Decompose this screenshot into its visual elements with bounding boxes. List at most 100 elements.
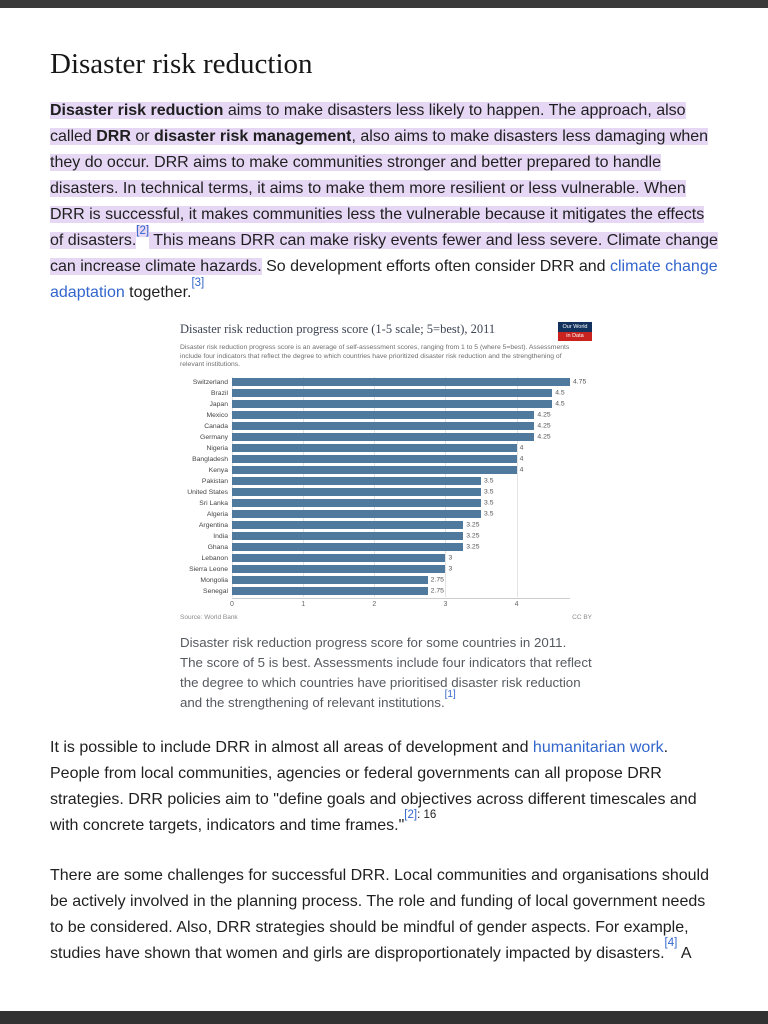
chart-figure: Disaster risk reduction progress score (… xyxy=(180,322,592,621)
axis-tick-label: 0 xyxy=(230,600,234,608)
reference-1: [1] xyxy=(445,689,456,700)
bar xyxy=(232,543,464,551)
chart-source: Source: World Bank xyxy=(180,613,238,621)
bar xyxy=(232,422,535,430)
axis-tick-label: 1 xyxy=(301,600,306,608)
owid-logo-line1: Our World xyxy=(558,322,592,332)
bar xyxy=(232,576,428,584)
reference-4: [4] xyxy=(665,937,678,949)
bar-row: 3.5 xyxy=(232,487,570,498)
para2-text-2: . People from local communities, agencie… xyxy=(50,738,697,834)
figure-caption-text: Disaster risk reduction progress score f… xyxy=(180,634,592,710)
bar-category-label: Senegal xyxy=(203,587,228,595)
bar-value-label: 4.25 xyxy=(537,433,551,441)
reference-2b: [2]: 16 xyxy=(404,809,436,821)
reference-2-link[interactable]: [2] xyxy=(136,224,150,237)
bar-category-label: Kenya xyxy=(208,466,228,474)
reference-2: [2] xyxy=(136,224,150,237)
bar-value-label: 3.25 xyxy=(466,543,480,551)
bar-category-label: United States xyxy=(187,488,228,496)
bar-value-label: 3.5 xyxy=(484,499,494,507)
bar xyxy=(232,554,446,562)
bar-category-label: Nigeria xyxy=(206,444,228,452)
document-page: Disaster risk reduction Disaster risk re… xyxy=(50,48,718,962)
chart-subtitle: Disaster risk reduction progress score i… xyxy=(180,344,570,368)
bar-category-label: India xyxy=(213,532,228,540)
axis-tick-label: 3 xyxy=(443,600,448,608)
viewer-top-bar xyxy=(0,0,768,8)
reference-4-link[interactable]: [4] xyxy=(664,937,678,950)
reference-2b-link[interactable]: [2] xyxy=(404,809,418,822)
owid-logo-line2: in Data xyxy=(558,331,592,341)
bar-row: 2.75 xyxy=(232,586,570,597)
bar-value-label: 4.25 xyxy=(537,411,551,419)
bar-row: 3.5 xyxy=(232,476,570,487)
bar-category-label: Canada xyxy=(204,422,228,430)
bar-category-label: Switzerland xyxy=(192,378,228,386)
bar-category-label: Bangladesh xyxy=(192,455,228,463)
bar xyxy=(232,400,553,408)
bar-value-label: 3.25 xyxy=(466,532,480,540)
bar xyxy=(232,488,482,496)
chart-title: Disaster risk reduction progress score (… xyxy=(180,322,496,336)
humanitarian-work-link[interactable]: humanitarian work xyxy=(532,738,664,756)
bar-value-label: 4.75 xyxy=(573,378,587,386)
reference-1-link[interactable]: [1] xyxy=(444,689,456,701)
bar-row: 3.5 xyxy=(232,509,570,520)
intro-paragraph: Disaster risk reduction aims to make dis… xyxy=(50,98,718,306)
bar-category-label: Germany xyxy=(200,433,228,441)
bar-value-label: 3.5 xyxy=(484,488,494,496)
bar-value-label: 3.25 xyxy=(466,521,480,529)
para3-text-2: A xyxy=(677,944,692,962)
bar-value-label: 4.5 xyxy=(555,389,565,397)
bar-row: 3.25 xyxy=(232,531,570,542)
bar xyxy=(232,565,446,573)
para3-text-1: There are some challenges for successful… xyxy=(50,866,709,962)
viewer-bottom-bar xyxy=(0,1011,768,1024)
bar xyxy=(232,532,464,540)
our-world-in-data-logo: Our World in Data xyxy=(558,322,592,341)
bar-category-label: Argentina xyxy=(198,521,228,529)
bar-row: 2.75 xyxy=(232,575,570,586)
bar-value-label: 2.75 xyxy=(430,587,444,595)
bar-row: 3.25 xyxy=(232,542,570,553)
chart-x-axis: 0 1 2 3 4 xyxy=(180,597,592,610)
bar xyxy=(232,444,517,452)
bar-category-label: Sri Lanka xyxy=(199,499,228,507)
bar-category-label: Lebanon xyxy=(201,554,228,562)
bar-value-label: 4.5 xyxy=(555,400,565,408)
page-title: Disaster risk reduction xyxy=(50,48,313,80)
bar-category-label: Mexico xyxy=(206,411,228,419)
reference-3-link[interactable]: [3] xyxy=(191,276,205,289)
bar xyxy=(232,411,535,419)
bar-value-label: 4.25 xyxy=(537,422,551,430)
bar-category-label: Algeria xyxy=(206,510,228,518)
bold-term-disaster-risk-reduction: Disaster risk reduction xyxy=(50,102,224,119)
climate-change-adaptation-link[interactable]: climate change adaptation xyxy=(50,258,718,301)
bar xyxy=(232,466,517,474)
bar-category-label: Mongolia xyxy=(200,576,228,584)
bar-category-label: Sierra Leone xyxy=(189,565,228,573)
bar-row: 4.75 xyxy=(232,377,586,388)
figure-caption: Disaster risk reduction progress score f… xyxy=(180,633,592,713)
bar-value-label: 4 xyxy=(519,466,524,474)
bar-value-label: 4 xyxy=(519,444,524,452)
intro-text-5: So development efforts often consider DR… xyxy=(261,258,610,275)
bar xyxy=(232,433,535,441)
chart-license: CC BY xyxy=(572,613,592,621)
bold-term-disaster-risk-management: disaster risk management xyxy=(154,128,352,145)
bar-value-label: 2.75 xyxy=(430,576,444,584)
bar-value-label: 4 xyxy=(519,455,524,463)
axis-area: 0 1 2 3 4 xyxy=(230,597,570,610)
bar xyxy=(232,510,482,518)
bar xyxy=(232,389,553,397)
gridline xyxy=(374,376,376,597)
bar-row: 4 xyxy=(232,465,570,476)
bar-row: 3 xyxy=(232,564,570,575)
gridline xyxy=(303,376,305,597)
bar-row: 4.25 xyxy=(232,432,570,443)
chart-header: Disaster risk reduction progress score (… xyxy=(180,322,592,341)
bar-row: 3.5 xyxy=(232,498,570,509)
chart-footer: Source: World Bank CC BY xyxy=(180,614,592,621)
axis-tick-label: 2 xyxy=(372,600,377,608)
